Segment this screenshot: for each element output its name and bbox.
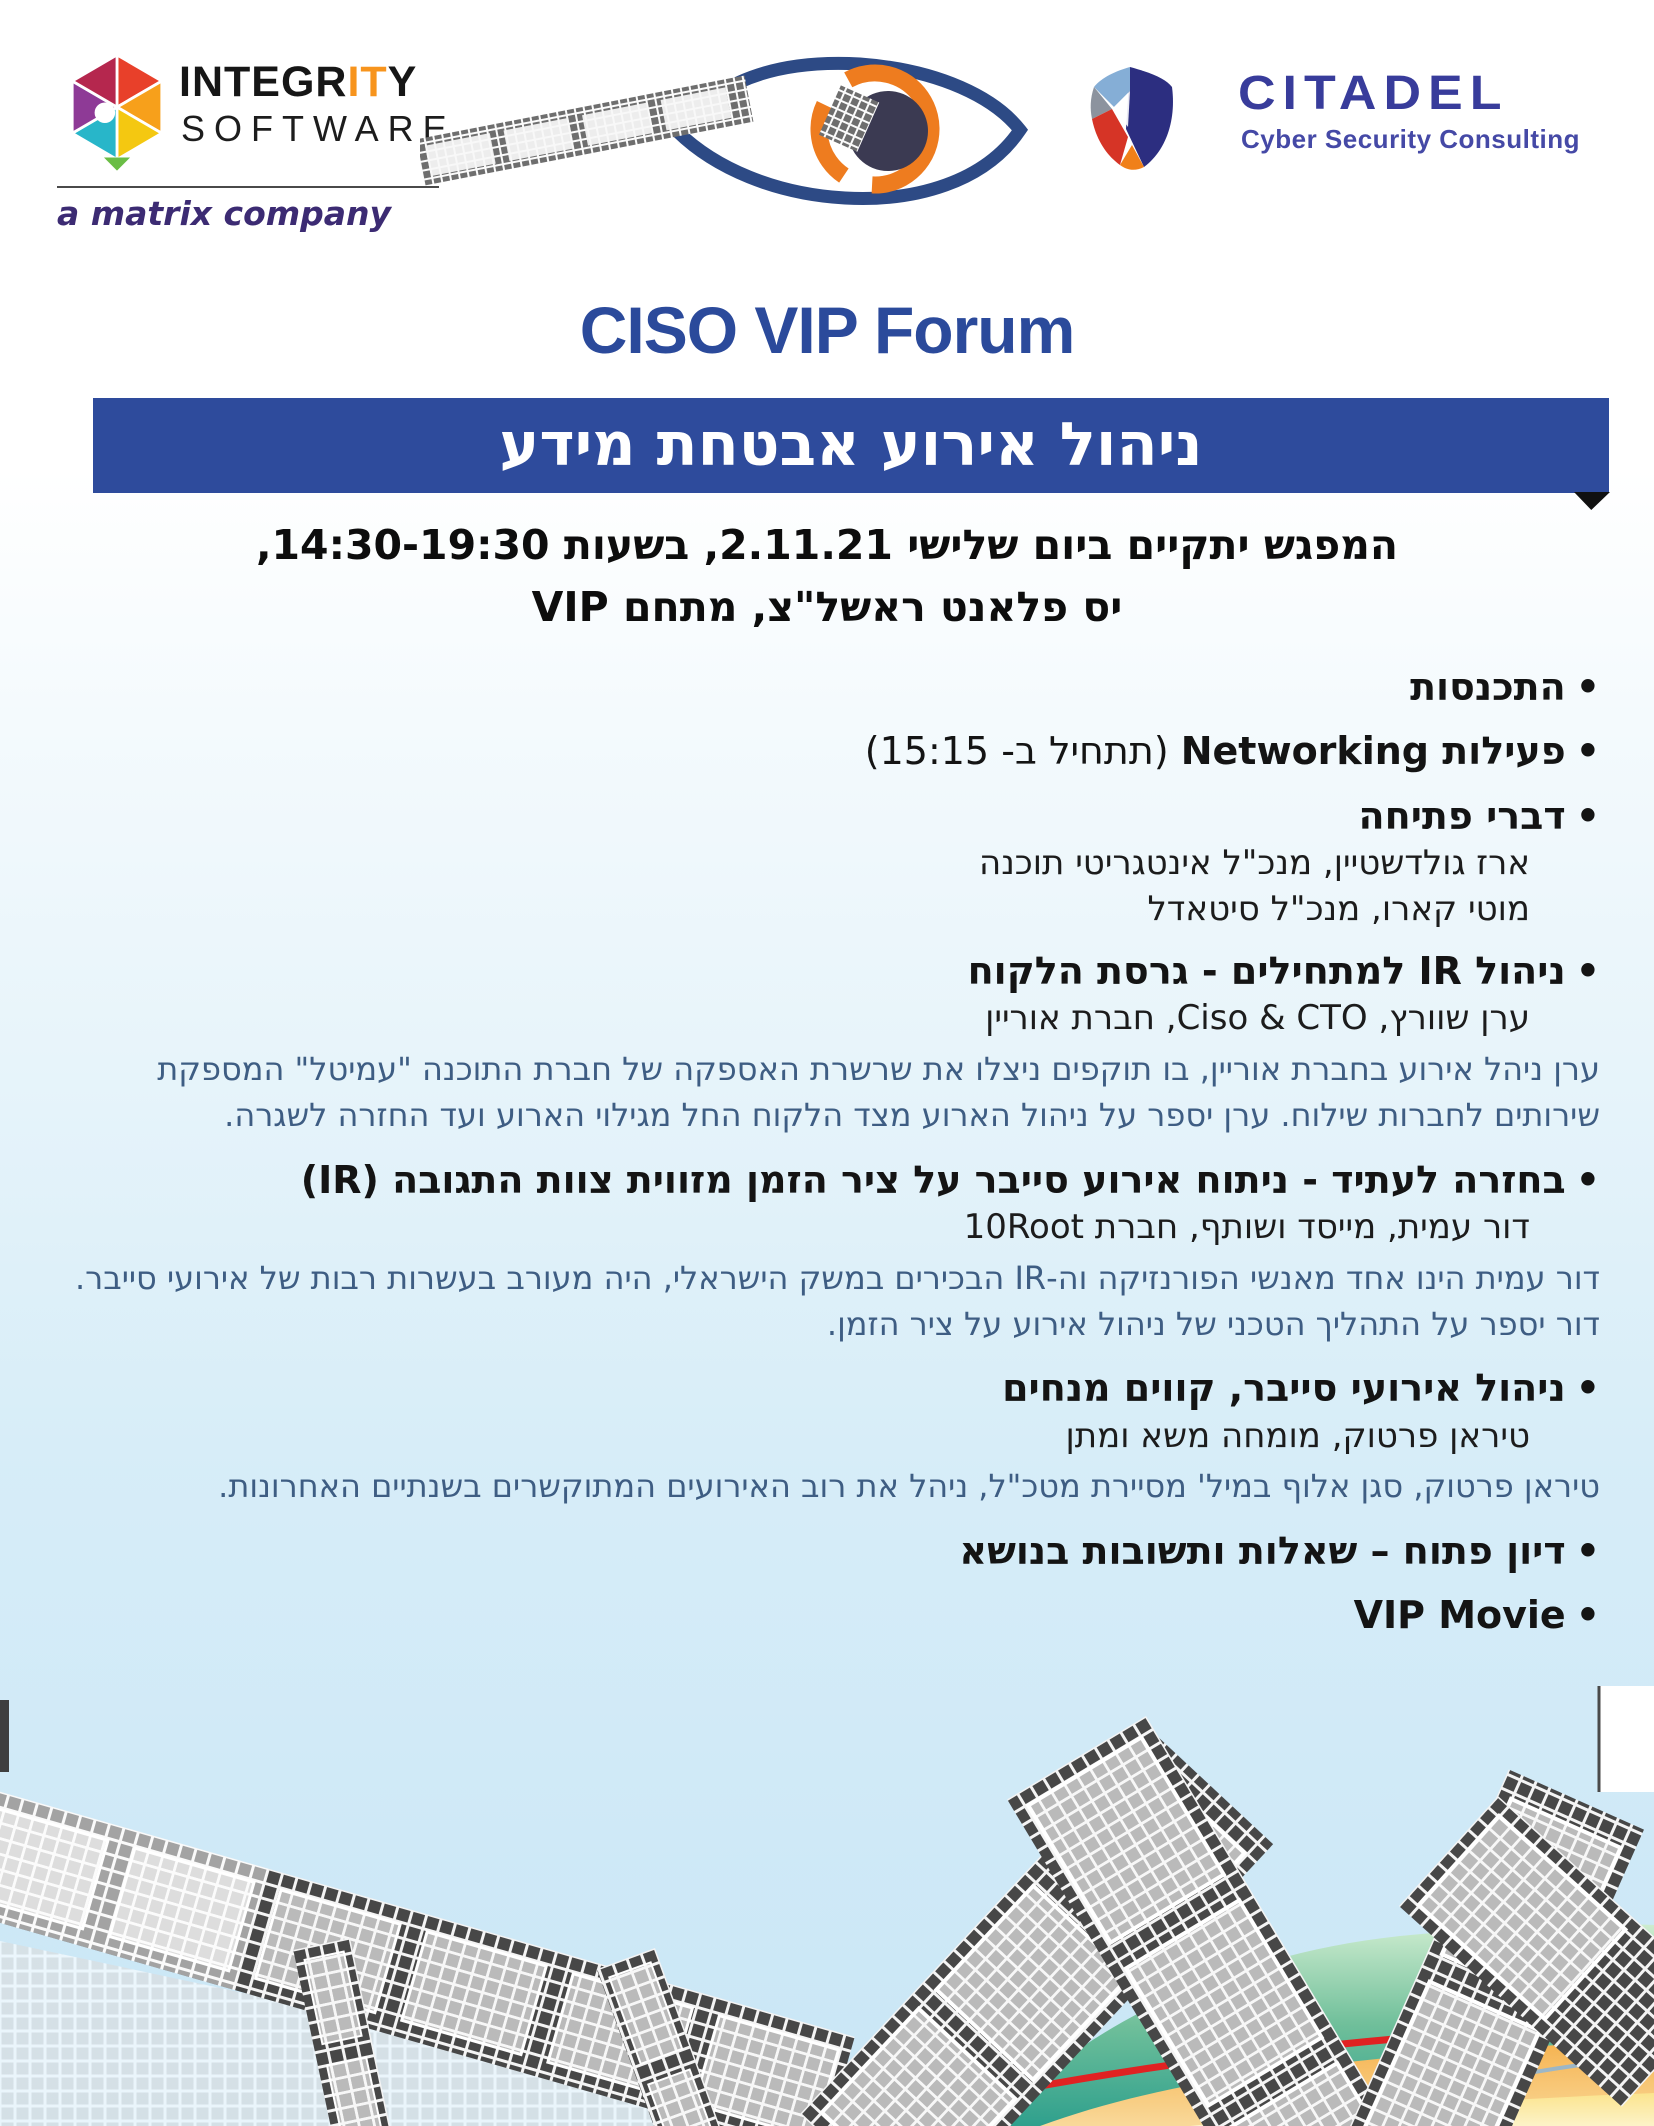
bullet-icon: • <box>1575 1366 1600 1411</box>
agenda-item-title: •התכנסות <box>1410 665 1600 709</box>
event-date-location: המפגש יתקיים ביום שלישי 2.11.21, בשעות 1… <box>0 514 1654 638</box>
agenda-item: •בחזרה לעתיד - ניתוח אירוע סייבר על ציר … <box>54 1157 1600 1348</box>
film-strip-hanging-1 <box>293 1938 398 2126</box>
eye-film-logo <box>415 34 1060 230</box>
session-description: ערן ניהל אירוע בחברת אוריין, בו תוקפים נ… <box>157 1049 1600 1135</box>
agenda-item-title: •פעילות Networking (תתחיל ב- 15:15) <box>864 729 1600 774</box>
matrix-tagline: a matrix company <box>57 194 392 233</box>
eye-outline <box>669 56 1029 205</box>
event-date-line2: יס פלאנט ראשל"צ, מתחם VIP <box>531 583 1123 631</box>
agenda-item-title: •ניהול אירועי סייבר, קווים מנחים <box>1002 1366 1600 1411</box>
agenda-item: •ניהול IR למתחילים - גרסת הלקוח ערן שוורץ… <box>54 948 1600 1139</box>
agenda-item: •התכנסות <box>54 664 1600 710</box>
film-strip-right-edge <box>1398 1796 1654 2107</box>
session-description: דור עמית הינו אחד מאנשי הפורנזיקה וה-IR … <box>74 1258 1600 1343</box>
bullet-icon: • <box>1575 665 1600 709</box>
bullet-icon: • <box>1575 729 1600 774</box>
agenda-item-title: •ניהול IR למתחילים - גרסת הלקוח <box>967 949 1600 994</box>
agenda-item-title: •VIP Movie <box>1353 1592 1600 1637</box>
bullet-icon: • <box>1575 1157 1600 1202</box>
citadel-tagline: Cyber Security Consulting <box>1241 124 1580 154</box>
bullet-icon: • <box>1575 1592 1600 1637</box>
film-strip-hanging-2 <box>596 1948 738 2126</box>
bullet-icon: • <box>1575 793 1600 838</box>
agenda-item: •דיון פתוח – שאלות ותשובות בנושא <box>54 1528 1600 1574</box>
film-strip-falling <box>1007 1716 1450 2126</box>
bullet-icon: • <box>1575 1528 1600 1573</box>
page-title: CISO VIP Forum <box>579 293 1076 367</box>
right-white-corner <box>1598 1686 1654 1792</box>
event-date-line1: המפגש יתקיים ביום שלישי 2.11.21, בשעות 1… <box>255 521 1399 569</box>
film-strip-decoration <box>0 1686 1654 2126</box>
integrity-wordmark: INTEGRITY <box>179 58 418 106</box>
agenda-item-title: •דיון פתוח – שאלות ותשובות בנושא <box>959 1528 1600 1573</box>
film-strip-end <box>818 85 880 152</box>
session-description: טיראן פרטוק, סגן אלוף במיל' מסיירת מטכ"ל… <box>218 1467 1600 1506</box>
citadel-wordmark: CITADEL <box>1238 66 1509 121</box>
integrity-software-word: SOFTWARE <box>181 108 456 149</box>
speaker-line: ארז גולדשטיין, מנכ"ל אינטגריטי תוכנה <box>978 843 1530 884</box>
left-edge-bar <box>0 1700 9 1772</box>
agenda-item: •פעילות Networking (תתחיל ב- 15:15) <box>54 728 1600 774</box>
agenda-item: •VIP Movie <box>54 1592 1600 1638</box>
agenda-item: •דברי פתיחה ארז גולדשטיין, מנכ"ל אינטגריט… <box>54 793 1600 930</box>
agenda-item: •ניהול אירועי סייבר, קווים מנחים טיראן פר… <box>54 1365 1600 1509</box>
agenda-item-title: •בחזרה לעתיד - ניתוח אירוע סייבר על ציר … <box>300 1157 1600 1202</box>
speaker-line: טיראן פרטוק, מומחה משא ומתן <box>1065 1415 1530 1456</box>
speaker-line: מוטי קארו, מנכ"ל סיטאדל <box>1147 888 1530 929</box>
iris-ring <box>810 64 940 194</box>
film-strip-ribbon <box>415 75 754 186</box>
integrity-hexagon-icon <box>61 46 173 176</box>
banner-fold-triangle <box>1574 492 1610 510</box>
integrity-software-logo: INTEGRITY SOFTWARE a matrix company <box>55 38 455 238</box>
bullet-icon: • <box>1575 949 1600 994</box>
speaker-line: דור עמית, מייסד ושותף, חברת 10Root <box>963 1207 1530 1248</box>
agenda-list: •התכנסות •פעילות Networking (תתחיל ב- 15:… <box>54 646 1600 1638</box>
citadel-logo: CITADEL Cyber Security Consulting <box>1062 64 1622 194</box>
banner-title: ניהול אירוע אבטחת מידע <box>93 398 1609 493</box>
citadel-shield-icon <box>1082 64 1182 180</box>
speaker-line: ערן שוורץ, Ciso & CTO, חברת אוריין <box>985 998 1530 1039</box>
agenda-item-title: •דברי פתיחה <box>1358 793 1600 838</box>
integrity-divider <box>57 186 439 188</box>
